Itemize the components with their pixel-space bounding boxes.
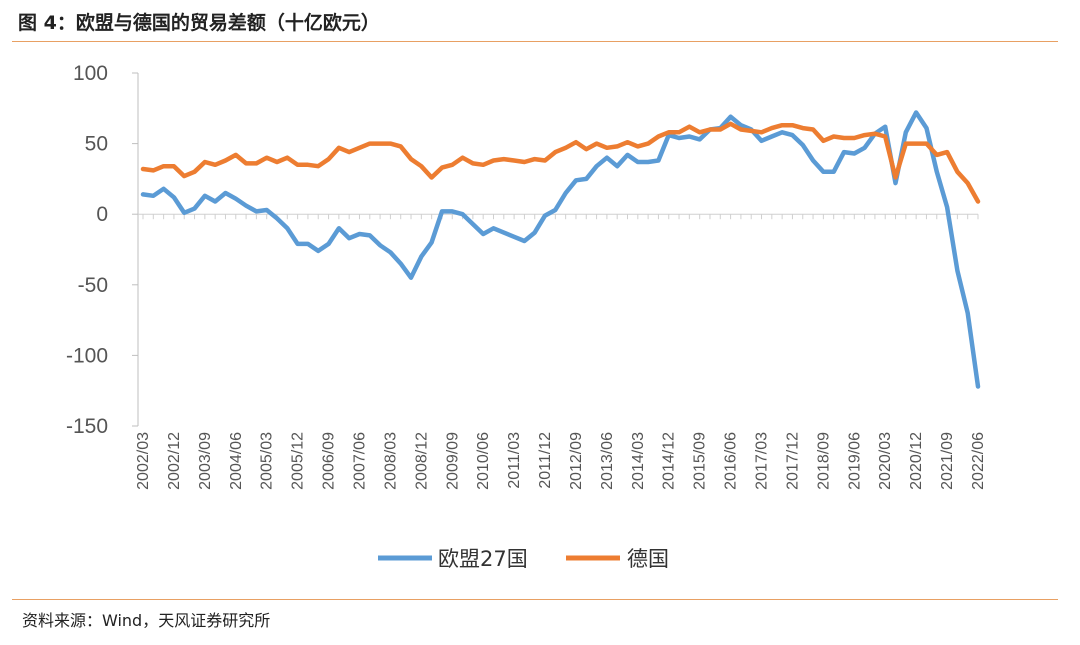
x-tick-label: 2022/06 — [970, 432, 987, 490]
x-tick-label: 2005/12 — [290, 432, 307, 490]
legend-label-eu27: 欧盟27国 — [438, 547, 528, 571]
x-tick-label: 2013/06 — [599, 432, 616, 490]
series-line-germany — [140, 121, 981, 204]
x-tick-label: 2020/03 — [877, 432, 894, 490]
x-tick-label: 2008/03 — [382, 432, 399, 490]
top-divider — [12, 41, 1058, 42]
x-tick-label: 2017/12 — [784, 432, 801, 490]
x-tick-label: 2002/12 — [166, 432, 183, 490]
x-tick-label: 2007/06 — [351, 432, 368, 490]
x-tick-label: 2004/06 — [228, 432, 245, 490]
legend-label-germany: 德国 — [627, 547, 669, 571]
x-tick-label: 2012/09 — [568, 432, 585, 490]
x-tick-label: 2017/03 — [754, 432, 771, 490]
x-tick-label: 2011/03 — [506, 432, 523, 489]
x-tick-label: 2010/06 — [475, 432, 492, 490]
y-tick-label: -150 — [66, 415, 108, 438]
x-tick-label: 2011/12 — [537, 432, 554, 489]
x-axis: 2002/03 2002/12 2003/09 2004/06 2005/03 2005/… — [135, 213, 987, 490]
figure-title: 图 4：欧盟与德国的贸易差额（十亿欧元） — [18, 12, 380, 34]
series-lines — [140, 110, 981, 389]
x-tick-label: 2014/03 — [630, 432, 647, 490]
x-tick-label: 2018/09 — [815, 432, 832, 490]
y-tick-label: -100 — [66, 344, 108, 367]
x-tick-label: 2016/06 — [723, 432, 740, 490]
x-tick-label: 2005/03 — [259, 432, 276, 490]
series-line-eu27 — [140, 110, 981, 389]
y-tick-label: -50 — [78, 274, 108, 297]
bottom-divider — [12, 599, 1058, 600]
legend: 欧盟27国 德国 — [378, 547, 669, 571]
x-tick-label: 2020/12 — [908, 432, 925, 490]
x-tick-label: 2009/09 — [444, 432, 461, 490]
x-tick-label: 2002/03 — [135, 432, 152, 490]
source-note: 资料来源：Wind，天风证券研究所 — [22, 611, 271, 630]
y-tick-label: 0 — [96, 203, 108, 226]
x-tick-label: 2021/09 — [939, 432, 956, 490]
y-tick-label: 50 — [85, 133, 108, 156]
y-axis: 100 50 0 -50 -100 -150 — [66, 62, 139, 438]
x-tick-label: 2014/12 — [661, 432, 678, 490]
x-tick-label: 2015/09 — [692, 432, 709, 490]
x-tick-label: 2019/06 — [846, 432, 863, 490]
x-tick-label: 2008/12 — [413, 432, 430, 490]
y-tick-label: 100 — [73, 62, 108, 85]
x-tick-label: 2003/09 — [197, 432, 214, 490]
x-tick-label: 2006/09 — [321, 432, 338, 490]
